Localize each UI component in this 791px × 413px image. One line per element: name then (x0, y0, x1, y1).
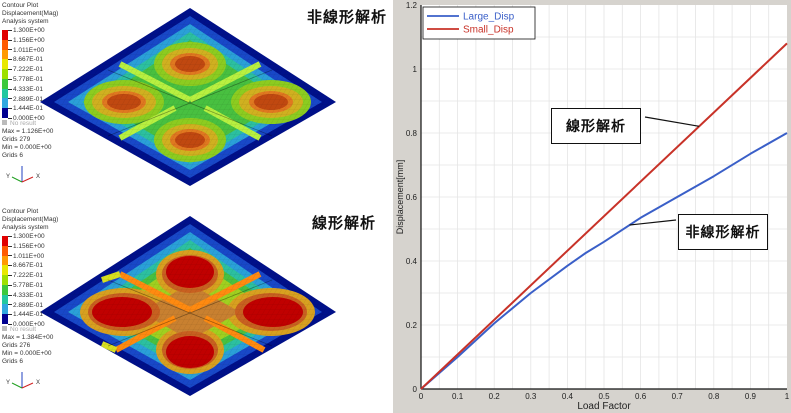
contour-legend-linear: Contour Plot Displacement(Mag) Analysis … (2, 208, 82, 390)
no-result-label: No result (10, 120, 37, 127)
legend-header-line: Contour Plot (2, 2, 39, 9)
min-grid: Grids 6 (2, 358, 23, 365)
y-tick-label: 0.4 (406, 257, 418, 266)
no-result-swatch (2, 120, 7, 125)
colorbar-label: 0.000E+00 (8, 321, 45, 329)
chart-legend: Large_Disp Small_Disp (422, 6, 536, 40)
chart-plot: 0 0.1 0.2 0.3 0.4 0.5 0.6 0.7 0.8 0.9 1 0 0.2 0.4 0.6 0… (395, 1, 790, 412)
axes-triad-icon: Y X (2, 162, 42, 184)
colorbar-label: 8.667E-01 (8, 262, 43, 270)
legend-header-line: Analysis system (2, 18, 49, 25)
x-tick-label: 0.1 (452, 392, 464, 401)
x-tick-label: 0.6 (635, 392, 647, 401)
plate-graphic (40, 216, 336, 396)
colorbar-label: 1.011E+00 (8, 47, 44, 55)
series-line-large-disp (420, 132, 788, 390)
series-line-small-disp (420, 42, 788, 390)
colorbar-label: 2.889E-01 (8, 96, 43, 104)
no-result-label: No result (10, 326, 37, 333)
legend-box (422, 6, 536, 40)
x-tick-label: 0 (419, 392, 424, 401)
colorbar: 1.300E+00 1.156E+00 1.011E+00 8.667E-01 … (2, 27, 82, 122)
axis-labels: Load Factor Displacement[mm] (395, 160, 631, 412)
load-displacement-chart: 0 0.1 0.2 0.3 0.4 0.5 0.6 0.7 0.8 0.9 1 0 0.2 0.4 0.6 0… (393, 0, 791, 413)
colorbar-strip (2, 30, 8, 119)
x-tick-label: 0.3 (525, 392, 537, 401)
colorbar-label: 1.156E+00 (8, 243, 45, 251)
colorbar-label: 1.011E+00 (8, 253, 44, 261)
y-tick-label: 0.2 (406, 321, 418, 330)
legend-label: Large_Disp (463, 12, 515, 23)
x-tick-label: 0.9 (745, 392, 757, 401)
colorbar-label: 7.222E-01 (8, 272, 43, 280)
svg-text:X: X (36, 174, 40, 180)
svg-text:X: X (36, 380, 40, 386)
min-value: Min = 0.000E+00 (2, 144, 52, 151)
contour-plate-nonlinear (40, 4, 340, 194)
colorbar-label: 1.444E-01 (8, 105, 43, 113)
panel-title-nonlinear: 非線形解析 (307, 8, 388, 26)
panel-title-linear: 線形解析 (312, 214, 377, 232)
legend-header-line: Displacement(Mag) (2, 10, 59, 17)
contour-legend-nonlinear: Contour Plot Displacement(Mag) Analysis … (2, 2, 82, 184)
y-tick-label: 1.2 (406, 1, 418, 10)
colorbar-label: 0.000E+00 (8, 115, 45, 123)
colorbar-label: 1.444E-01 (8, 311, 43, 319)
contour-plate-linear (40, 214, 340, 404)
legend-header-line: Displacement(Mag) (2, 216, 59, 223)
max-grid: Grids 276 (2, 342, 31, 349)
chart-grid (421, 5, 787, 389)
svg-text:Y: Y (6, 174, 10, 180)
max-grid: Grids 279 (2, 136, 31, 143)
contour-panel-linear: 線形解析 Contour Plot Displacement(Mag) Anal… (0, 200, 393, 413)
colorbar-label: 1.300E+00 (8, 27, 45, 35)
x-tick-label: 0.7 (672, 392, 684, 401)
chart-ticks: 0 0.1 0.2 0.3 0.4 0.5 0.6 0.7 0.8 0.9 1 0 0.2 0.4 0.6 0… (406, 1, 790, 401)
chart-axes (420, 5, 787, 390)
chart-series (420, 42, 788, 390)
colorbar-label: 5.778E-01 (8, 76, 43, 84)
no-result-legend: No result (2, 120, 82, 128)
min-value: Min = 0.000E+00 (2, 350, 52, 357)
colorbar-label: 1.300E+00 (8, 233, 45, 241)
annotation-pointer (629, 219, 677, 226)
x-tick-label: 0.5 (598, 392, 610, 401)
annotation-pointer (644, 116, 700, 127)
contour-panel-nonlinear: 非線形解析 Contour Plot Displacement(Mag) Ana… (0, 0, 393, 200)
max-value: Max = 1.384E+00 (2, 334, 54, 341)
annotation-nonlinear: 非線形解析 (678, 214, 768, 250)
x-tick-label: 1 (785, 392, 790, 401)
svg-text:Y: Y (6, 380, 10, 386)
annotation-pointers (629, 116, 700, 226)
colorbar-label: 2.889E-01 (8, 302, 43, 310)
x-tick-label: 0.4 (562, 392, 574, 401)
x-axis-label: Load Factor (577, 401, 631, 412)
colorbar-label: 8.667E-01 (8, 56, 43, 64)
y-tick-label: 0.8 (406, 129, 418, 138)
y-axis-label: Displacement[mm] (395, 160, 405, 235)
annotation-linear: 線形解析 (551, 108, 641, 144)
plate-graphic (40, 8, 336, 186)
legend-header-line: Contour Plot (2, 208, 39, 215)
legend-label: Small_Disp (463, 25, 514, 36)
y-tick-label: 0.6 (406, 193, 418, 202)
colorbar-strip (2, 236, 8, 325)
no-result-legend: No result (2, 326, 82, 334)
x-tick-label: 0.8 (708, 392, 720, 401)
no-result-swatch (2, 326, 7, 331)
colorbar-label: 4.333E-01 (8, 292, 43, 300)
legend-header-line: Analysis system (2, 224, 49, 231)
axes-triad-icon: Y X (2, 368, 42, 390)
colorbar-label: 7.222E-01 (8, 66, 43, 74)
x-tick-label: 0.2 (489, 392, 501, 401)
min-grid: Grids 6 (2, 152, 23, 159)
colorbar-label: 4.333E-01 (8, 86, 43, 94)
colorbar-label: 1.156E+00 (8, 37, 45, 45)
y-tick-label: 1 (413, 65, 418, 74)
colorbar: 1.300E+00 1.156E+00 1.011E+00 8.667E-01 … (2, 233, 82, 328)
colorbar-label: 5.778E-01 (8, 282, 43, 290)
y-tick-label: 0 (413, 385, 418, 394)
max-value: Max = 1.126E+00 (2, 128, 54, 135)
